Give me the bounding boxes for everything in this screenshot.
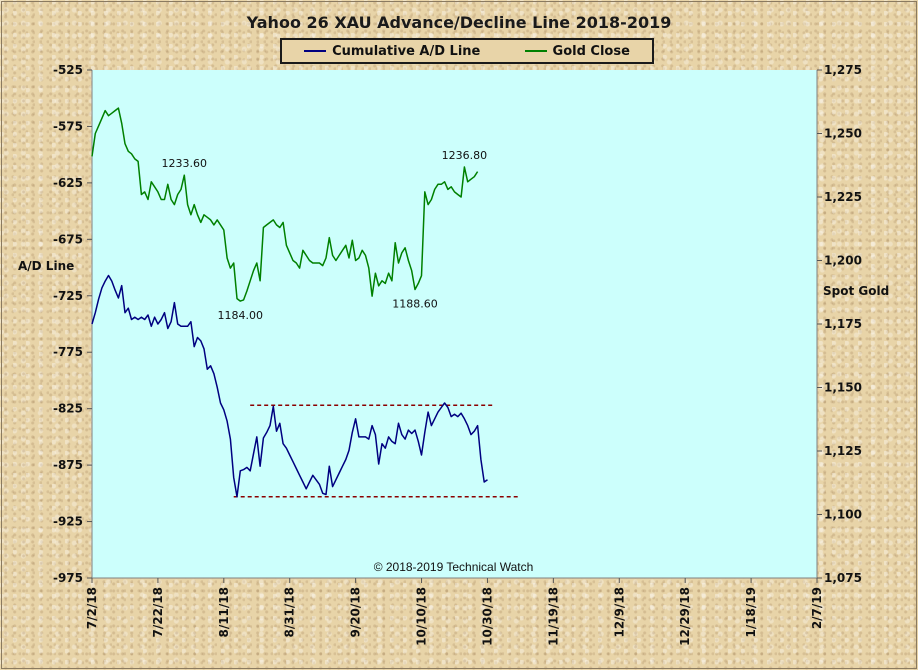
y-right-tick-label: 1,075 (824, 571, 862, 585)
x-tick-label: 1/18/19 (744, 587, 758, 638)
x-tick-label: 9/20/18 (349, 587, 363, 638)
chart-title: Yahoo 26 XAU Advance/Decline Line 2018-2… (246, 13, 672, 32)
y-left-tick-label: -625 (53, 176, 83, 190)
y-axis-right-title: Spot Gold (823, 284, 890, 298)
y-right-tick-label: 1,100 (824, 508, 862, 522)
data-label: 1184.00 (218, 309, 264, 322)
y-right-tick-label: 1,225 (824, 190, 862, 204)
y-left-tick-label: -525 (53, 63, 83, 77)
plot-area (92, 70, 817, 578)
x-tick-label: 7/22/18 (151, 587, 165, 638)
x-tick-label: 11/19/18 (546, 587, 560, 646)
data-label: 1188.60 (392, 297, 438, 310)
y-right-tick-label: 1,175 (824, 317, 862, 331)
legend-swatch-ad-line (304, 50, 327, 52)
legend-item-gold-close: Gold Close (524, 43, 630, 59)
y-right-tick-label: 1,150 (824, 381, 862, 395)
copyright-text: © 2018-2019 Technical Watch (374, 560, 534, 574)
y-left-tick-label: -575 (53, 119, 83, 133)
y-left-tick-label: -975 (53, 571, 83, 585)
series-line-gold (91, 107, 479, 302)
y-left-tick-label: -725 (53, 289, 83, 303)
y-left-tick-label: -675 (53, 232, 83, 246)
x-tick-label: 12/29/18 (678, 587, 692, 646)
y-axis-left-title: A/D Line (18, 259, 75, 273)
data-label: 1236.80 (442, 149, 488, 162)
y-right-tick-label: 1,125 (824, 444, 862, 458)
legend-label-gold-close: Gold Close (552, 43, 630, 59)
y-left-tick-label: -875 (53, 458, 83, 472)
series-line-ad (91, 274, 488, 498)
legend: Cumulative A/D Line Gold Close (280, 38, 654, 64)
x-tick-label: 8/31/18 (283, 587, 297, 638)
y-right-tick-label: 1,200 (824, 254, 862, 268)
y-left-tick-label: -775 (53, 345, 83, 359)
x-tick-label: 12/9/18 (612, 587, 626, 638)
legend-swatch-gold-close (524, 50, 547, 52)
x-tick-label: 7/2/18 (85, 587, 99, 629)
x-tick-label: 10/10/18 (415, 587, 429, 646)
y-left-tick-label: -925 (53, 515, 83, 529)
x-tick-label: 8/11/18 (217, 587, 231, 638)
x-tick-label: 2/7/19 (810, 587, 824, 629)
y-left-tick-label: -825 (53, 402, 83, 416)
y-right-tick-label: 1,250 (824, 127, 862, 141)
legend-item-ad-line: Cumulative A/D Line (304, 44, 480, 59)
x-tick-label: 10/30/18 (480, 587, 494, 646)
legend-label-ad-line: Cumulative A/D Line (332, 43, 481, 59)
data-label: 1233.60 (162, 157, 208, 170)
y-right-tick-label: 1,275 (824, 63, 862, 77)
